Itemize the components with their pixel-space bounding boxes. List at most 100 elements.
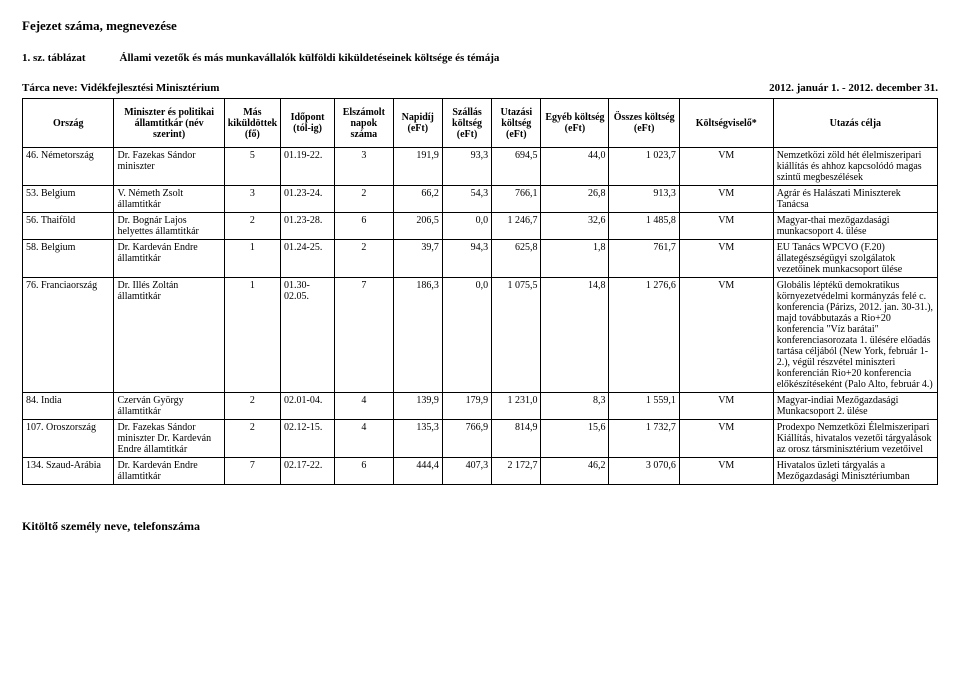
table-cell: 625,8 [492, 240, 541, 278]
table-cell: Dr. Fazekas Sándor miniszter [114, 148, 224, 186]
table-cell: 107. Oroszország [23, 420, 114, 458]
table-cell: Magyar-indiai Mezőgazdasági Munkacsoport… [773, 393, 937, 420]
table-cell: 407,3 [442, 458, 491, 485]
table-cell: 1 276,6 [609, 278, 679, 393]
table-cell: 6 [335, 213, 394, 240]
footer-text: Kitöltő személy neve, telefonszáma [22, 519, 938, 534]
table-cell: 6 [335, 458, 394, 485]
col-country: Ország [23, 99, 114, 148]
table-cell: Dr. Kardeván Endre államtitkár [114, 240, 224, 278]
table-cell: 766,9 [442, 420, 491, 458]
col-szallas: Szállás költség (eFt) [442, 99, 491, 148]
period: 2012. január 1. - 2012. december 31. [769, 82, 938, 94]
table-cell: Hivatalos üzleti tárgyalás a Mezőgazdasá… [773, 458, 937, 485]
table-cell: 694,5 [492, 148, 541, 186]
chapter-title: Fejezet száma, megnevezése [22, 18, 938, 34]
table-header-row: Ország Miniszter és politikai államtitká… [23, 99, 938, 148]
table-cell: 01.19-22. [281, 148, 335, 186]
table-row: 58. BelgiumDr. Kardeván Endre államtitká… [23, 240, 938, 278]
table-cell: Dr. Illés Zoltán államtitkár [114, 278, 224, 393]
table-cell: 0,0 [442, 278, 491, 393]
table-row: 84. IndiaCzerván György államtitkár202.0… [23, 393, 938, 420]
table-cell: 01.30-02.05. [281, 278, 335, 393]
table-row: 46. NémetországDr. Fazekas Sándor minisz… [23, 148, 938, 186]
table-cell: VM [679, 278, 773, 393]
table-cell: 84. India [23, 393, 114, 420]
table-cell: 8,3 [541, 393, 609, 420]
table-cell: V. Németh Zsolt államtitkár [114, 186, 224, 213]
table-cell: 134. Szaud-Arábia [23, 458, 114, 485]
table-cell: 2 [224, 420, 280, 458]
table-cell: 4 [335, 393, 394, 420]
table-row: 56. ThaiföldDr. Bognár Lajos helyettes á… [23, 213, 938, 240]
table-cell: VM [679, 420, 773, 458]
table-cell: 54,3 [442, 186, 491, 213]
table-cell: 01.23-24. [281, 186, 335, 213]
table-cell: 179,9 [442, 393, 491, 420]
table-cell: 1 023,7 [609, 148, 679, 186]
table-cell: 3 [224, 186, 280, 213]
table-cell: 01.23-28. [281, 213, 335, 240]
table-cell: 39,7 [393, 240, 442, 278]
table-cell: 2 172,7 [492, 458, 541, 485]
table-cell: 186,3 [393, 278, 442, 393]
table-cell: 913,3 [609, 186, 679, 213]
table-row: 134. Szaud-ArábiaDr. Kardeván Endre álla… [23, 458, 938, 485]
table-cell: 444,4 [393, 458, 442, 485]
col-osszes: Összes költség (eFt) [609, 99, 679, 148]
table-cell: Globális léptékű demokratikus környezetv… [773, 278, 937, 393]
table-cell: 139,9 [393, 393, 442, 420]
table-cell: 1 231,0 [492, 393, 541, 420]
table-cell: 02.17-22. [281, 458, 335, 485]
table-cell: VM [679, 393, 773, 420]
col-celja: Utazás célja [773, 99, 937, 148]
table-cell: Prodexpo Nemzetközi Élelmiszeripari Kiál… [773, 420, 937, 458]
col-utazasi: Utazási költség (eFt) [492, 99, 541, 148]
table-cell: 01.24-25. [281, 240, 335, 278]
table-cell: VM [679, 240, 773, 278]
table-cell: Magyar-thai mezőgazdasági munkacsoport 4… [773, 213, 937, 240]
table-cell: 53. Belgium [23, 186, 114, 213]
table-row: 76. FranciaországDr. Illés Zoltán államt… [23, 278, 938, 393]
table-cell: 94,3 [442, 240, 491, 278]
table-cell: 766,1 [492, 186, 541, 213]
table-cell: 135,3 [393, 420, 442, 458]
table-cell: VM [679, 458, 773, 485]
table-cell: 2 [335, 240, 394, 278]
col-napidij: Napidíj (eFt) [393, 99, 442, 148]
table-cell: VM [679, 148, 773, 186]
table-cell: Dr. Fazekas Sándor miniszter Dr. Kardevá… [114, 420, 224, 458]
table-cell: Dr. Kardeván Endre államtitkár [114, 458, 224, 485]
table-cell: 1 559,1 [609, 393, 679, 420]
table-cell: 3 070,6 [609, 458, 679, 485]
table-cell: 14,8 [541, 278, 609, 393]
table-cell: 1 [224, 240, 280, 278]
table-row: 53. BelgiumV. Németh Zsolt államtitkár30… [23, 186, 938, 213]
table-cell: 5 [224, 148, 280, 186]
table-cell: Agrár és Halászati Miniszterek Tanácsa [773, 186, 937, 213]
table-cell: 0,0 [442, 213, 491, 240]
table-cell: 761,7 [609, 240, 679, 278]
table-cell: 02.01-04. [281, 393, 335, 420]
col-date: Időpont (tól-ig) [281, 99, 335, 148]
table-cell: 7 [335, 278, 394, 393]
table-cell: 66,2 [393, 186, 442, 213]
table-cell: EU Tanács WPCVO (F.20) állategészségügyi… [773, 240, 937, 278]
table-cell: 206,5 [393, 213, 442, 240]
table-cell: 2 [224, 393, 280, 420]
table-number: 1. sz. táblázat [22, 52, 86, 64]
table-cell: Dr. Bognár Lajos helyettes államtitkár [114, 213, 224, 240]
cost-table: Ország Miniszter és politikai államtitká… [22, 98, 938, 485]
table-cell: 1,8 [541, 240, 609, 278]
table-cell: 1 485,8 [609, 213, 679, 240]
table-cell: 1 [224, 278, 280, 393]
table-cell: VM [679, 213, 773, 240]
table-cell: 814,9 [492, 420, 541, 458]
table-cell: 26,8 [541, 186, 609, 213]
table-cell: 1 732,7 [609, 420, 679, 458]
table-cell: 2 [335, 186, 394, 213]
col-person: Miniszter és politikai államtitkár (név … [114, 99, 224, 148]
table-cell: 56. Thaiföld [23, 213, 114, 240]
table-cell: Nemzetközi zöld hét élelmiszeripari kiál… [773, 148, 937, 186]
col-fo: Más kiküldöttek (fő) [224, 99, 280, 148]
